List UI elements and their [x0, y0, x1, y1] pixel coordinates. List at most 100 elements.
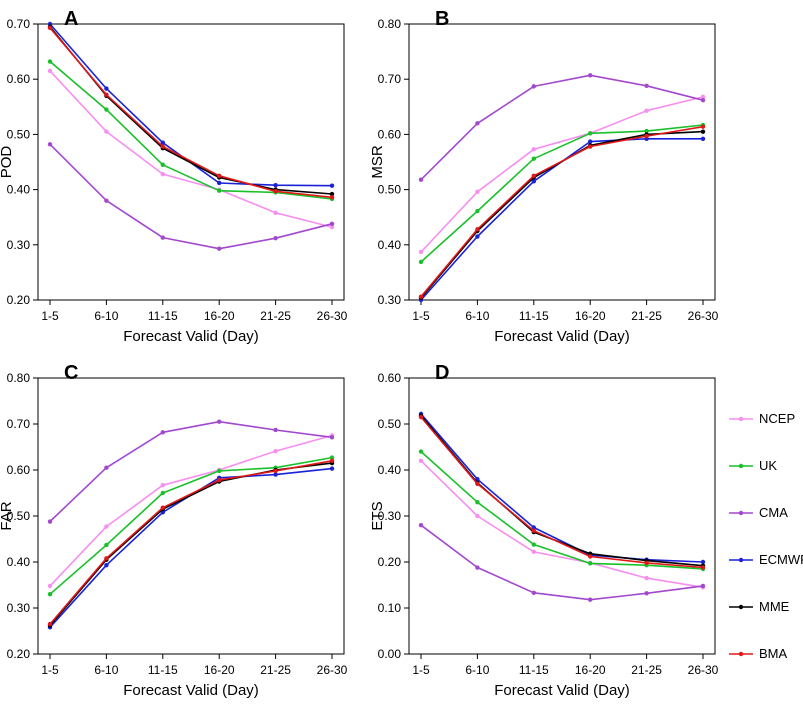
- data-point-bma: [588, 144, 593, 149]
- x-tick-label: 6-10: [465, 309, 489, 323]
- series-line-ecmwf: [420, 413, 704, 563]
- data-point-ecmwf: [531, 179, 536, 184]
- series-line-ncep: [420, 460, 704, 589]
- y-tick-label: 0.60: [378, 127, 402, 141]
- data-point-ncep: [644, 108, 649, 113]
- y-axis-label: ETS: [369, 501, 386, 530]
- series-ecmwf: [47, 466, 335, 630]
- series-line-uk: [49, 456, 333, 595]
- y-tick-label: 0.20: [7, 293, 31, 307]
- data-point-cma: [217, 246, 222, 251]
- data-point-uk: [531, 542, 536, 547]
- legend-label: CMA: [759, 505, 788, 520]
- data-point-cma: [475, 121, 480, 126]
- data-point-bma: [700, 565, 706, 570]
- series-line-ncep: [49, 70, 333, 228]
- plot-frame: [37, 377, 345, 655]
- series-uk: [47, 455, 335, 597]
- data-point-cma: [418, 177, 424, 182]
- series-line-ncep: [420, 96, 704, 253]
- x-tick-label: 26-30: [688, 663, 719, 677]
- series-line-cma: [420, 74, 704, 181]
- data-point-ncep: [531, 549, 536, 555]
- data-point-ncep: [160, 482, 165, 488]
- data-point-ecmwf: [700, 136, 706, 142]
- y-tick-label: 0.60: [7, 463, 31, 477]
- legend-label: NCEP: [759, 411, 795, 426]
- legend-item-uk: UK: [729, 458, 777, 473]
- panel-label: B: [435, 8, 449, 30]
- data-point-ncep: [104, 129, 109, 134]
- data-point-ecmwf: [588, 139, 593, 144]
- data-point-uk: [160, 162, 165, 167]
- series-mme: [47, 24, 335, 197]
- data-point-bma: [104, 556, 109, 561]
- series-bma: [47, 458, 335, 627]
- y-tick-label: 0.20: [378, 555, 402, 569]
- y-tick-label: 0.00: [378, 647, 402, 661]
- data-point-bma: [644, 133, 649, 139]
- panel-label: D: [435, 362, 449, 384]
- data-point-ecmwf: [104, 563, 109, 568]
- x-axis-label: Forecast Valid (Day): [494, 328, 630, 345]
- data-point-ncep: [160, 171, 165, 177]
- data-point-bma: [273, 189, 278, 194]
- data-point-bma: [160, 505, 165, 510]
- data-point-uk: [217, 188, 222, 193]
- series-mme: [418, 413, 706, 568]
- series-mme: [47, 460, 335, 628]
- series-ncep: [47, 433, 335, 589]
- series-line-mme: [49, 462, 333, 627]
- data-point-cma: [329, 221, 335, 227]
- data-point-cma: [104, 198, 109, 203]
- x-axis-label: Forecast Valid (Day): [494, 682, 630, 699]
- data-point-cma: [531, 84, 536, 89]
- data-point-bma: [531, 528, 536, 533]
- panel-label: C: [64, 362, 78, 384]
- data-point-ecmwf: [475, 234, 480, 239]
- data-point-ncep: [644, 575, 649, 581]
- series-line-ncep: [49, 434, 333, 587]
- legend-label: BMA: [759, 646, 788, 661]
- y-tick-label: 0.40: [7, 555, 31, 569]
- data-point-ecmwf: [104, 86, 109, 91]
- x-tick-label: 11-15: [148, 309, 178, 323]
- series-cma: [418, 73, 706, 182]
- y-tick-label: 0.30: [7, 601, 31, 615]
- x-tick-label: 16-20: [575, 663, 606, 677]
- data-point-ncep: [531, 147, 536, 152]
- series-line-ecmwf: [420, 138, 703, 301]
- data-point-uk: [160, 490, 165, 496]
- legend-marker: [738, 416, 744, 422]
- series-mme: [418, 129, 706, 300]
- data-point-cma: [588, 597, 593, 602]
- legend-item-cma: CMA: [729, 505, 788, 520]
- data-point-ncep: [475, 189, 480, 195]
- data-point-mme: [329, 191, 335, 197]
- data-point-bma: [588, 554, 593, 559]
- data-point-uk: [475, 208, 480, 214]
- data-point-cma: [418, 523, 424, 528]
- data-point-cma: [104, 465, 109, 470]
- data-point-uk: [104, 542, 109, 548]
- legend-marker: [738, 463, 744, 469]
- data-point-ecmwf: [217, 180, 222, 186]
- panel-d: 0.00 0.10 0.20 0.30 0.40 0.50 0.60 1-5 6-10 11-15…: [369, 362, 719, 699]
- data-point-ecmwf: [700, 559, 706, 565]
- data-point-cma: [217, 419, 222, 424]
- x-tick-label: 6-10: [94, 309, 118, 323]
- y-tick-label: 0.80: [378, 17, 402, 31]
- x-tick-label: 26-30: [317, 309, 348, 323]
- data-point-bma: [217, 173, 222, 178]
- data-point-bma: [329, 458, 335, 463]
- series-line-uk: [49, 60, 333, 200]
- x-tick-label: 16-20: [575, 309, 606, 323]
- series-ncep: [418, 458, 706, 590]
- data-point-ncep: [475, 513, 480, 519]
- data-point-ncep: [329, 224, 335, 230]
- data-point-bma: [700, 124, 706, 129]
- data-point-uk: [644, 128, 649, 134]
- data-point-uk: [47, 59, 53, 64]
- data-point-uk: [47, 592, 53, 597]
- data-point-bma: [160, 144, 165, 149]
